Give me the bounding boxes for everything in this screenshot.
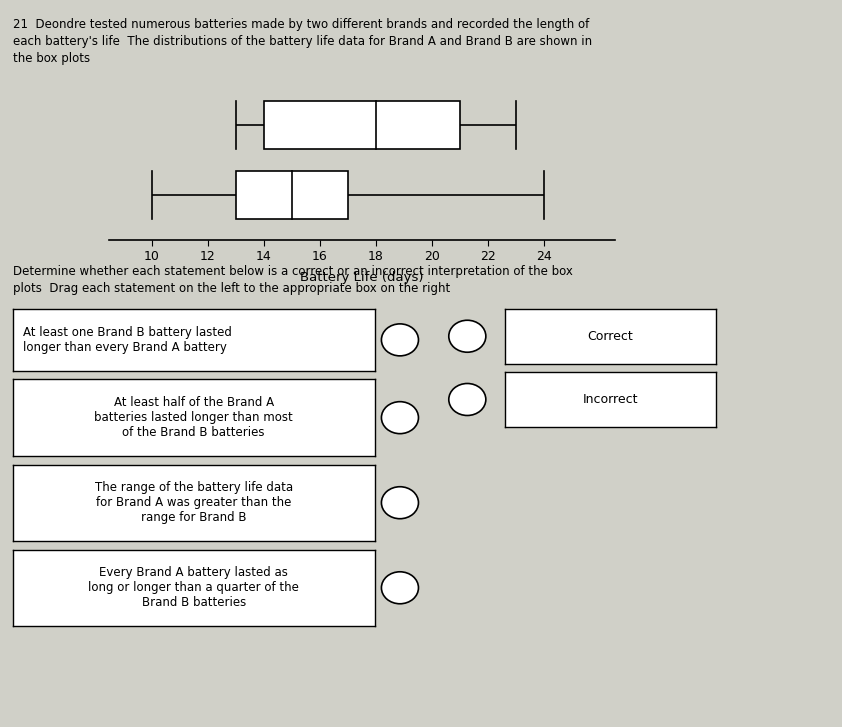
Text: 21  Deondre tested numerous batteries made by two different brands and recorded : 21 Deondre tested numerous batteries mad… xyxy=(13,18,592,65)
Text: Determine whether each statement below is a correct or an incorrect interpretati: Determine whether each statement below i… xyxy=(13,265,573,295)
Bar xyxy=(236,171,348,219)
Text: The range of the battery life data
for Brand A was greater than the
range for Br: The range of the battery life data for B… xyxy=(94,481,293,524)
Bar xyxy=(264,101,461,149)
Text: At least one Brand B battery lasted
longer than every Brand A battery: At least one Brand B battery lasted long… xyxy=(24,326,232,354)
Text: Correct: Correct xyxy=(588,330,633,342)
Text: At least half of the Brand A
batteries lasted longer than most
of the Brand B ba: At least half of the Brand A batteries l… xyxy=(94,396,293,439)
Text: Every Brand A battery lasted as
long or longer than a quarter of the
Brand B bat: Every Brand A battery lasted as long or … xyxy=(88,566,299,609)
Text: Incorrect: Incorrect xyxy=(583,393,638,406)
X-axis label: Battery Life (days): Battery Life (days) xyxy=(301,271,424,284)
